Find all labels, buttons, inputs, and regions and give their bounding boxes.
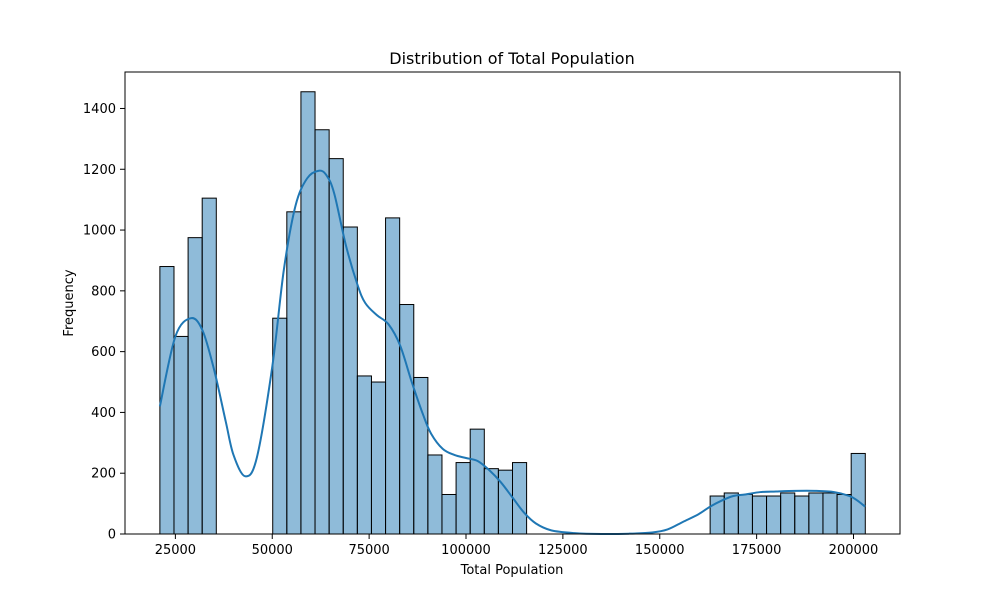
x-tick-label: 175000 — [732, 543, 782, 558]
histogram-bar — [413, 376, 429, 535]
x-tick-label: 200000 — [829, 543, 879, 558]
y-tick-label: 600 — [91, 345, 116, 360]
x-tick-label: 150000 — [635, 543, 685, 558]
histogram-bar — [850, 452, 866, 535]
histogram-bar — [455, 462, 471, 535]
histogram-bar — [399, 304, 415, 535]
x-tick-label: 100000 — [441, 543, 491, 558]
histogram-bar — [836, 493, 852, 535]
histogram-bar — [427, 454, 443, 535]
histogram-bar — [794, 495, 810, 535]
histogram-bar — [370, 381, 387, 535]
histogram-bar — [441, 493, 457, 535]
histogram-bar — [512, 462, 528, 535]
y-tick-label: 400 — [91, 406, 116, 421]
histogram-bar — [314, 129, 330, 535]
histogram-bar — [737, 493, 753, 535]
x-tick-label: 25000 — [155, 543, 196, 558]
y-tick-label: 0 — [108, 528, 116, 543]
histogram-bar — [822, 492, 838, 535]
y-tick-label: 1400 — [83, 102, 116, 117]
histogram-bar — [356, 375, 372, 535]
histogram-bar — [808, 492, 824, 535]
histogram-bar — [173, 335, 189, 535]
histogram-bar — [766, 495, 782, 535]
histogram-bar — [469, 428, 485, 535]
x-axis: 25000 50000 75000 100000 125000 150000 175000 2… — [155, 534, 879, 558]
histogram-bar — [751, 495, 768, 535]
bars-group — [159, 91, 866, 535]
kde-curve — [158, 169, 866, 536]
histogram-bar — [342, 226, 358, 535]
y-axis-title: Frequency — [62, 269, 77, 336]
plot-frame — [124, 71, 901, 535]
x-axis-title: Total Population — [460, 563, 564, 578]
histogram-bar — [187, 237, 203, 535]
y-tick-label: 1000 — [83, 224, 116, 239]
y-tick-label: 1200 — [83, 163, 116, 178]
y-tick-label: 800 — [91, 284, 116, 299]
y-tick-label: 200 — [91, 467, 116, 482]
histogram-bar — [497, 469, 514, 535]
histogram-bar — [328, 158, 344, 535]
histogram-bar — [300, 91, 316, 535]
histogram-bar — [385, 217, 401, 535]
chart-title: Distribution of Total Population — [389, 49, 634, 68]
x-tick-label: 50000 — [252, 543, 293, 558]
histogram-bar — [780, 492, 796, 535]
x-tick-label: 75000 — [348, 543, 389, 558]
y-axis: 0 200 400 600 800 1000 1200 1400 — [83, 102, 125, 543]
histogram-bar — [286, 211, 302, 535]
x-tick-label: 125000 — [538, 543, 588, 558]
